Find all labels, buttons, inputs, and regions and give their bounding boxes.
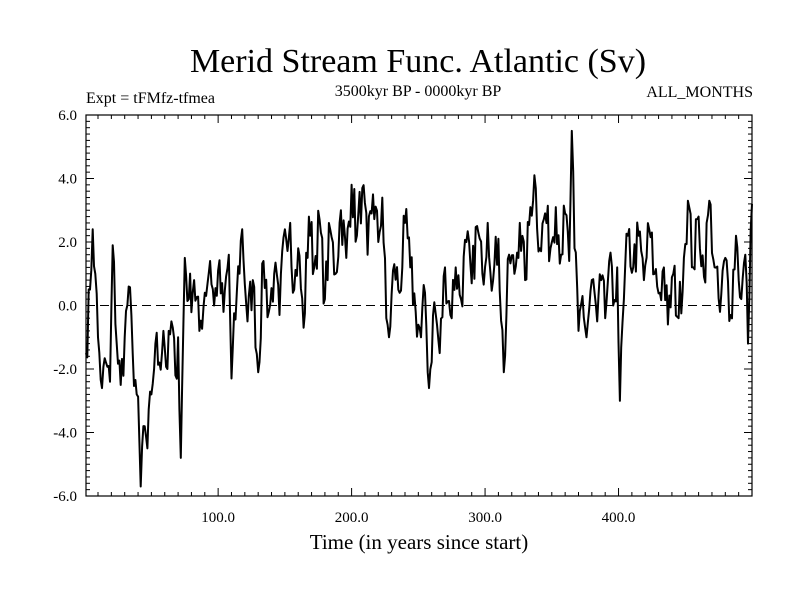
- y-tick-label: -6.0: [53, 489, 77, 505]
- y-tick-label: -4.0: [53, 426, 77, 442]
- data-series-line: [85, 129, 753, 488]
- y-tick-label: 4.0: [58, 172, 77, 188]
- x-tick-label: 200.0: [335, 510, 369, 526]
- plot-frame: [85, 114, 753, 497]
- x-tick-label: 300.0: [468, 510, 502, 526]
- y-tick-label: 0.0: [58, 299, 77, 315]
- experiment-label: Expt = tFMfz-tfmea: [86, 90, 215, 107]
- chart-title: Merid Stream Func. Atlantic (Sv): [190, 43, 646, 80]
- x-tick-label: 100.0: [201, 510, 235, 526]
- tick-labels: 100.0 200.0 300.0 400.0 6.0 4.0 2.0 0.0 -2.0 -4.0…: [53, 108, 635, 526]
- time-range-label: 3500kyr BP - 0000kyr BP: [335, 83, 502, 100]
- x-tick-label: 400.0: [602, 510, 636, 526]
- x-axis-label: Time (in years since start): [310, 530, 529, 554]
- y-tick-label: 2.0: [58, 235, 77, 251]
- y-tick-label: -2.0: [53, 362, 77, 378]
- y-tick-label: 6.0: [58, 108, 77, 124]
- months-label: ALL_MONTHS: [646, 84, 753, 101]
